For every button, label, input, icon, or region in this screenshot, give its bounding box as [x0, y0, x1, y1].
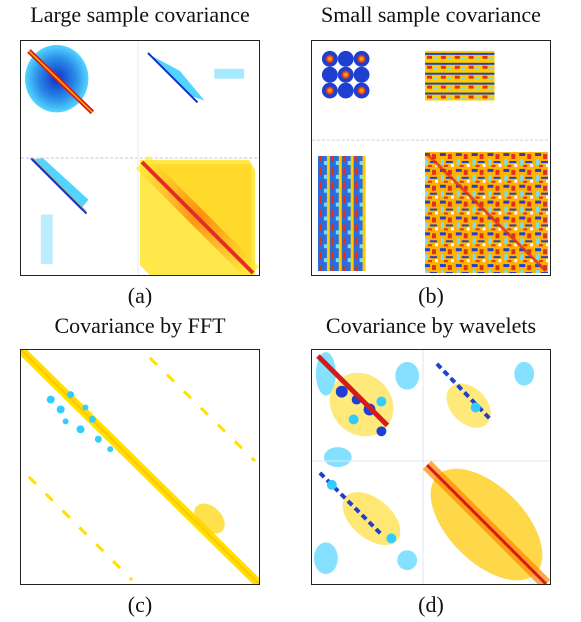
panel-d-caption: (d) — [418, 592, 444, 617]
panel-a-title: Large sample covariance — [30, 2, 250, 27]
panel-a-matrix-image — [20, 40, 260, 276]
panel-b-caption: (b) — [418, 283, 444, 308]
panel-a-caption: (a) — [127, 283, 153, 308]
panel-c-caption: (c) — [127, 592, 153, 617]
negative-dots — [46, 391, 114, 453]
top-right-stripes — [425, 50, 495, 101]
panel-c-title: Covariance by FFT — [54, 313, 226, 338]
panel-b-matrix-image — [311, 40, 551, 276]
panel-b: Small sample covariance — [291, 0, 571, 311]
small-sample-covariance-heatmap — [312, 50, 550, 274]
panel-c-matrix-image — [20, 349, 260, 585]
panel-c: Covariance by FFT (c) — [0, 311, 280, 622]
panel-d-title: Covariance by wavelets — [325, 313, 537, 338]
large-sample-covariance-heatmap — [21, 41, 259, 275]
off-diagonal-band-lower — [27, 475, 134, 582]
panel-d: Covariance by wavelets — [291, 311, 571, 622]
panel-a: Large sample covariance — [0, 0, 280, 311]
panel-b-title: Small sample covariance — [321, 2, 541, 27]
off-diagonal-band-upper — [148, 356, 257, 463]
fft-covariance-heatmap — [21, 350, 259, 584]
dot-grid — [321, 50, 370, 99]
panel-d-matrix-image — [311, 349, 551, 585]
wavelet-covariance-heatmap — [312, 350, 550, 584]
bottom-left-stripes — [317, 156, 366, 272]
